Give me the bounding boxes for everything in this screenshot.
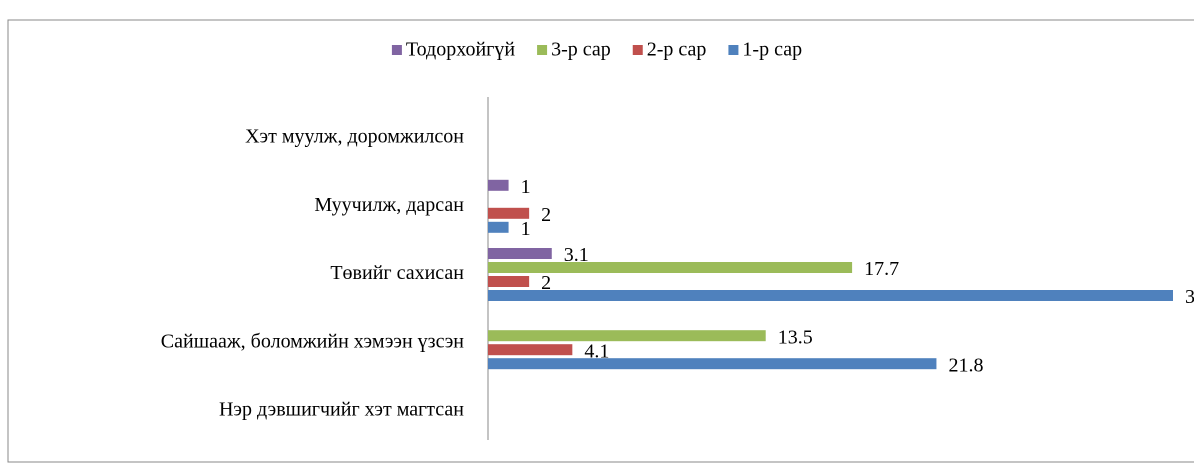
data-label: 2 <box>541 204 551 226</box>
legend-item: 1-р сар <box>728 39 802 61</box>
legend-swatch <box>632 45 643 55</box>
data-label: 21.8 <box>948 354 983 376</box>
data-label: 33.3 <box>1185 286 1194 308</box>
legend-label: 1-р сар <box>742 39 802 61</box>
legend-label: Тодорхойгүй <box>406 39 515 61</box>
legend-label: 2-р сар <box>647 39 707 61</box>
bar <box>488 358 937 370</box>
bar <box>488 262 853 273</box>
category-label: Төвийг сахисан <box>330 262 464 284</box>
data-label: 17.7 <box>864 258 899 280</box>
category-label: Сайшааж, боломжийн хэмээн үзсэн <box>161 330 465 352</box>
legend-item: 3-р сар <box>537 39 611 61</box>
data-label: 4.1 <box>584 340 609 362</box>
legend-item: 2-р сар <box>632 39 707 61</box>
data-label: 2 <box>541 272 551 294</box>
bar <box>488 276 530 287</box>
data-label: 3.1 <box>564 244 589 266</box>
legend-swatch <box>391 45 402 55</box>
bar <box>488 179 509 191</box>
data-label: 13.5 <box>778 326 813 348</box>
bar <box>488 290 1173 301</box>
legend-item: Тодорхойгүй <box>391 39 515 61</box>
bar <box>488 248 552 259</box>
data-label: 1 <box>521 176 531 198</box>
legend-swatch <box>728 45 739 55</box>
category-label: Нэр дэвшигчийг хэт магтсан <box>219 398 464 420</box>
category-label: Хэт муулж, доромжилсон <box>245 126 464 148</box>
bar <box>488 221 509 233</box>
bar <box>488 344 573 356</box>
bar <box>488 330 766 342</box>
chart-frame <box>7 19 1194 463</box>
legend-swatch <box>537 45 548 55</box>
category-label: Муучилж, дарсан <box>314 194 464 216</box>
data-label: 1 <box>521 218 531 240</box>
legend-label: 3-р сар <box>551 39 611 61</box>
bar <box>488 207 530 219</box>
